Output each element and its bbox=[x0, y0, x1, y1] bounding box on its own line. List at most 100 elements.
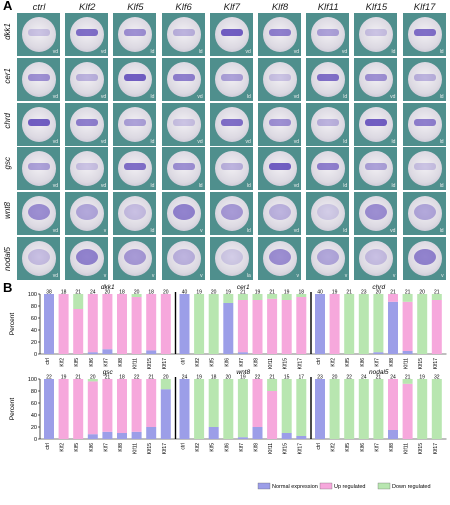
view-tag: vd bbox=[341, 49, 348, 55]
stain-region bbox=[28, 73, 50, 81]
stain-region bbox=[317, 118, 340, 126]
stain-region bbox=[28, 163, 50, 171]
sample-count: 20 bbox=[332, 375, 338, 381]
bar-segment bbox=[296, 294, 307, 297]
sample-count: 20 bbox=[90, 375, 96, 381]
embryo-image: ld bbox=[113, 192, 157, 236]
column-header-klf11: Klf11 bbox=[317, 2, 339, 13]
view-tag: ld bbox=[439, 138, 444, 145]
bar-segment bbox=[252, 300, 263, 354]
embryo-image: ld bbox=[354, 147, 398, 191]
embryo-image: v bbox=[258, 237, 301, 280]
embryo-image: v bbox=[354, 237, 398, 280]
bar-segment bbox=[44, 294, 54, 354]
y-tick-label: 40 bbox=[31, 413, 37, 419]
view-tag: ld bbox=[343, 93, 348, 100]
stain-region bbox=[172, 118, 195, 126]
chart-title: gsc bbox=[103, 369, 114, 376]
sample-count: 22 bbox=[255, 375, 261, 381]
x-tick-label: Klf7 bbox=[239, 443, 245, 452]
stain-region bbox=[220, 204, 243, 221]
embryo bbox=[311, 196, 346, 232]
column-header-klf15: Klf15 bbox=[365, 2, 388, 13]
bar-segment bbox=[373, 352, 384, 354]
stain-region bbox=[269, 249, 291, 265]
embryo-image: ld bbox=[113, 147, 157, 191]
bar-segment bbox=[252, 294, 263, 300]
bar-segment bbox=[417, 379, 428, 439]
legend-label: Down regulated bbox=[392, 484, 431, 490]
x-tick-label: Klf15 bbox=[147, 358, 153, 370]
x-tick-label: Klf8 bbox=[254, 443, 260, 452]
stain-region bbox=[269, 163, 291, 171]
bar-segment bbox=[131, 294, 142, 297]
embryo-image: vd bbox=[209, 13, 253, 56]
x-tick-label: Klf8 bbox=[118, 443, 124, 452]
x-tick-label: Klf7 bbox=[103, 443, 109, 452]
stain-region bbox=[76, 73, 99, 81]
bar-segment bbox=[223, 294, 234, 303]
x-tick-label: Klf7 bbox=[239, 358, 245, 367]
stain-region bbox=[124, 163, 147, 171]
embryo-image: ld bbox=[354, 13, 398, 56]
embryo-image: v bbox=[65, 237, 109, 280]
view-tag: vd bbox=[52, 273, 58, 279]
bar-segment bbox=[281, 379, 292, 433]
sample-count: 21 bbox=[376, 375, 382, 381]
x-tick-label: Klf6 bbox=[224, 443, 230, 452]
view-tag: ld bbox=[246, 183, 251, 190]
view-tag: vd bbox=[293, 138, 299, 145]
sample-count: 19 bbox=[332, 290, 338, 296]
bar-segment bbox=[431, 379, 442, 439]
view-tag: ld bbox=[150, 183, 155, 190]
embryo bbox=[214, 196, 249, 232]
stain-region bbox=[317, 29, 340, 36]
bar-segment bbox=[179, 294, 190, 354]
y-tick-label: 60 bbox=[31, 401, 37, 407]
bar-segment bbox=[431, 294, 442, 300]
embryo-image: v bbox=[306, 237, 350, 280]
bar-segment bbox=[388, 430, 398, 439]
view-tag: v bbox=[103, 273, 107, 279]
view-tag: vd bbox=[52, 183, 58, 190]
view-tag: vd bbox=[52, 49, 58, 55]
x-tick-label: Klf5 bbox=[345, 358, 351, 367]
sample-count: 23 bbox=[317, 375, 323, 381]
embryo-image: vd bbox=[209, 102, 253, 146]
sample-count: 21 bbox=[105, 375, 111, 381]
bar-segment bbox=[296, 436, 307, 439]
y-tick-label: 60 bbox=[31, 316, 37, 322]
bar-segment bbox=[373, 379, 384, 439]
bar-segment bbox=[58, 294, 69, 354]
embryo-image: ld bbox=[402, 13, 446, 56]
sample-count: 18 bbox=[119, 290, 125, 296]
x-tick-label: Klf11 bbox=[404, 443, 410, 454]
x-tick-label: Klf11 bbox=[133, 358, 139, 369]
bar-segment bbox=[315, 294, 325, 354]
bar-segment bbox=[315, 379, 325, 439]
sample-count: 21 bbox=[269, 290, 275, 296]
x-tick-label: ctrl bbox=[181, 358, 187, 365]
bar-segment bbox=[344, 379, 355, 439]
embryo-image: vd bbox=[258, 13, 301, 56]
view-tag: ld bbox=[150, 138, 155, 145]
y-axis-label: Percent bbox=[9, 313, 16, 336]
stain-region bbox=[172, 204, 195, 221]
embryo-image: v bbox=[161, 192, 205, 236]
bar-segment bbox=[131, 379, 142, 432]
embryo bbox=[311, 106, 346, 142]
stain-region bbox=[365, 204, 388, 221]
x-tick-label: Klf8 bbox=[118, 358, 124, 367]
view-tag: ld bbox=[343, 228, 348, 235]
y-tick-label: 20 bbox=[31, 340, 37, 346]
view-tag: vd bbox=[52, 228, 58, 235]
bar-segment bbox=[402, 301, 413, 351]
sample-count: 22 bbox=[134, 375, 140, 381]
stain-region bbox=[220, 118, 243, 126]
view-tag: ld bbox=[198, 183, 203, 190]
bar-segment bbox=[131, 431, 142, 439]
y-tick-label: 40 bbox=[31, 328, 37, 334]
sample-count: 20 bbox=[163, 290, 169, 296]
bar-segment bbox=[208, 294, 219, 354]
view-tag: vd bbox=[100, 138, 107, 145]
